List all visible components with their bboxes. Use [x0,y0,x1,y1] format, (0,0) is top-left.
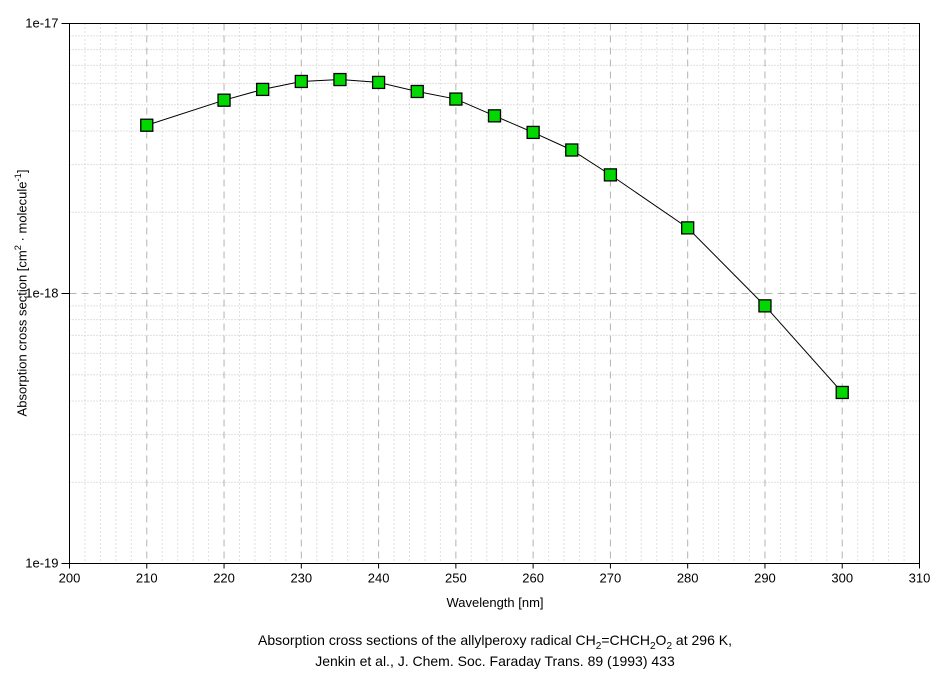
absorption-spectrum-plot: 200 210 220 230 240 250 260 270 280 290 300 310 1e-1… [25,16,931,586]
x-tick-label: 290 [754,571,776,586]
x-tick-label: 220 [213,571,235,586]
caption-line-1: Absorption cross sections of the allylpe… [258,632,732,652]
x-tick-label: 250 [445,571,467,586]
x-tick-label: 270 [600,571,622,586]
y-tick-label: 1e-17 [25,16,58,31]
chart-caption: Absorption cross sections of the allylpe… [70,630,920,672]
data-point-marker [681,221,695,235]
x-tick-label: 280 [677,571,699,586]
x-tick-label: 300 [831,571,853,586]
data-point-marker [758,299,772,313]
x-tick-label: 210 [136,571,158,586]
y-tick-label: 1e-18 [25,286,58,301]
data-point-marker [487,109,502,123]
data-point-marker [140,118,154,132]
x-tick-label: 200 [59,571,81,586]
data-point-marker [449,92,463,106]
data-point-marker [371,75,386,90]
x-tick-label: 230 [290,571,312,586]
data-point-marker [603,168,618,182]
x-tick-label: 310 [909,571,931,586]
data-point-marker [526,125,540,140]
data-point-marker [333,72,347,87]
data-point-marker [256,82,270,97]
y-tick-label: 1e-19 [25,556,58,571]
data-point-marker [217,93,231,107]
y-axis-label: Absorption cross section [cm2 · molecule… [13,169,30,417]
x-tick-label: 240 [368,571,390,586]
data-point-marker [410,84,424,99]
data-line [146,79,843,393]
caption-line-2: Jenkin et al., J. Chem. Soc. Faraday Tra… [315,653,675,669]
x-tick-label: 260 [522,571,544,586]
data-point-marker [565,143,579,157]
data-point-marker [294,74,308,89]
x-axis-label: Wavelength [nm] [446,595,544,610]
data-point-marker [835,385,849,400]
